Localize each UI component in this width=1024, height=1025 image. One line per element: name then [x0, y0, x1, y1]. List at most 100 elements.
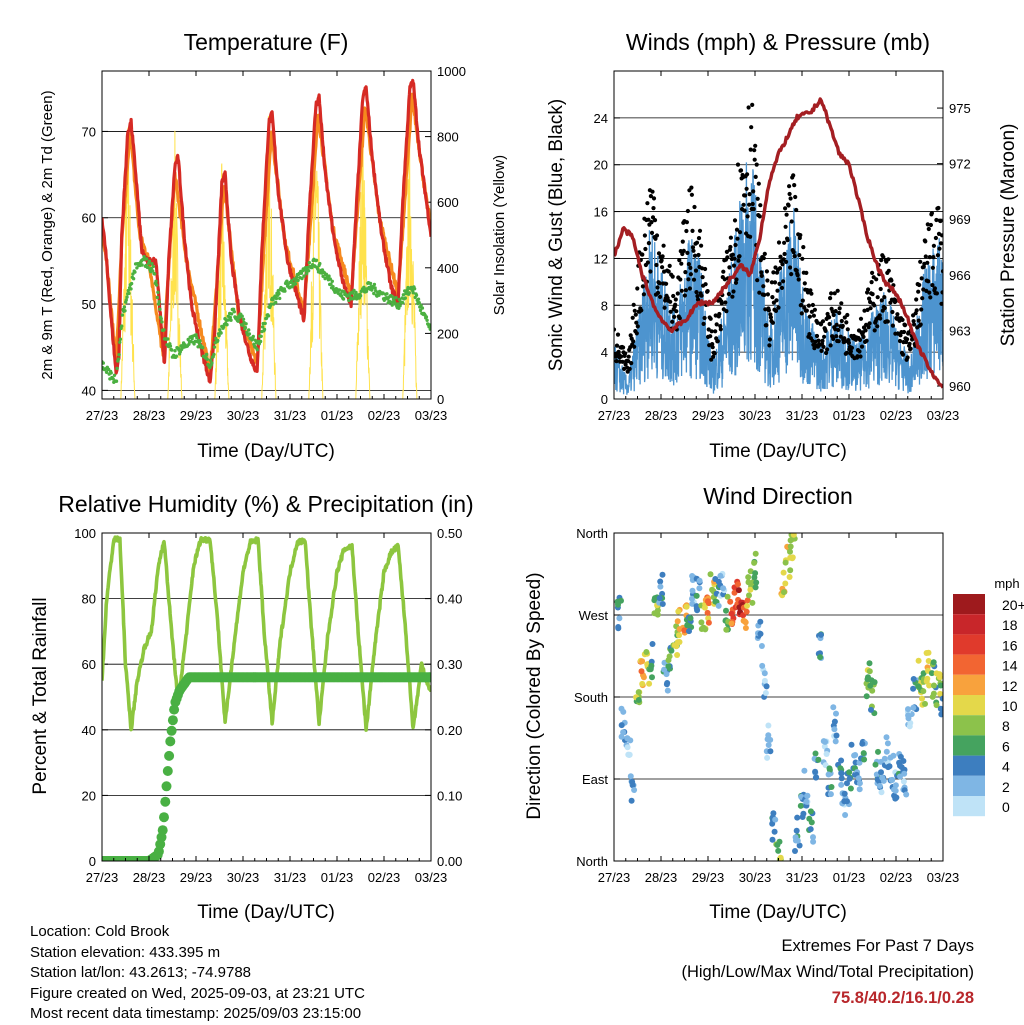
dewpoint-point [262, 327, 267, 332]
direction-point [910, 676, 917, 682]
direction-point [635, 697, 642, 703]
direction-point [752, 550, 759, 557]
gust-point [733, 242, 738, 248]
y-right-tick-label: 400 [437, 261, 459, 276]
gust-point [818, 322, 824, 327]
gust-point [719, 301, 724, 306]
direction-point [629, 778, 636, 785]
dewpoint-point [398, 304, 402, 308]
gust-point [703, 282, 708, 287]
dewpoint-point [260, 325, 265, 329]
gust-point [642, 233, 648, 238]
gust-point [864, 338, 869, 343]
gust-point [675, 291, 680, 296]
direction-point [915, 657, 922, 664]
dewpoint-point [321, 274, 325, 278]
gust-point [747, 192, 752, 197]
gust-point [800, 256, 805, 261]
gust-point [615, 332, 621, 337]
x-tick-label: 02/23 [880, 870, 913, 885]
dewpoint-point [241, 317, 246, 321]
gust-point [752, 148, 757, 153]
gust-point [746, 105, 751, 110]
direction-point [883, 748, 890, 755]
x-tick-label: 03/23 [927, 408, 960, 423]
gust-point [807, 314, 813, 319]
y-tick-label: 70 [82, 124, 96, 139]
gust-point [804, 308, 809, 313]
y-tick-label: 24 [594, 111, 608, 126]
direction-point [848, 741, 855, 748]
gust-point [789, 219, 794, 224]
gust-point [660, 254, 665, 259]
gust-point [692, 204, 697, 210]
dewpoint-point [120, 324, 124, 328]
dewpoint-point [216, 338, 220, 343]
gust-point [802, 281, 807, 286]
direction-point [860, 750, 867, 757]
direction-point [871, 679, 878, 686]
gust-point [927, 255, 932, 260]
legend-swatch [953, 594, 985, 615]
gust-point [690, 228, 695, 233]
gust-point [810, 302, 816, 308]
direction-point [707, 571, 714, 578]
gust-point [895, 312, 900, 317]
y-right-tick-label: 966 [949, 268, 971, 283]
gust-point [905, 337, 910, 342]
gust-point [735, 162, 741, 167]
gust-point [690, 245, 696, 250]
gust-point [654, 233, 660, 238]
y-right-tick-label: 972 [949, 157, 971, 172]
direction-point [812, 750, 819, 757]
gust-point [614, 327, 617, 332]
direction-point [665, 657, 672, 664]
gust-point [927, 290, 932, 295]
dewpoint-point [329, 282, 333, 286]
direction-point [919, 695, 925, 702]
direction-point [659, 601, 666, 607]
dewpoint-point [372, 282, 377, 287]
gust-point [844, 320, 849, 325]
direction-point [822, 738, 829, 745]
gust-point [796, 277, 801, 282]
direction-point [801, 767, 808, 774]
gust-point [926, 226, 931, 232]
gust-point [695, 294, 700, 299]
dewpoint-point [302, 274, 306, 278]
direction-point [689, 587, 696, 594]
direction-point [786, 574, 793, 580]
gust-point [819, 348, 824, 353]
direction-point [668, 647, 675, 654]
x-tick-label: 28/23 [645, 408, 678, 423]
dewpoint-point [295, 275, 299, 279]
precip-point [162, 766, 173, 776]
dewpoint-point [173, 349, 177, 353]
x-tick-label: 02/23 [368, 870, 401, 885]
direction-point [728, 610, 735, 617]
gust-point [857, 349, 862, 354]
direction-point [639, 680, 646, 687]
gust-point [645, 201, 650, 206]
gust-point [725, 255, 730, 260]
recent-timestamp: Most recent data timestamp: 2025/09/03 2… [30, 1005, 362, 1022]
direction-point [759, 662, 766, 669]
gust-point [872, 303, 877, 308]
gust-point [900, 317, 905, 322]
direction-point [639, 658, 646, 665]
gust-point [919, 307, 924, 312]
gust-point [908, 346, 913, 351]
gust-point [784, 259, 789, 264]
gust-point [628, 333, 633, 338]
gust-point [824, 350, 829, 356]
gust-point [646, 217, 651, 222]
gust-point [673, 302, 678, 307]
temperature-series [102, 78, 431, 399]
direction-point [712, 598, 719, 605]
direction-point [922, 700, 928, 707]
legend-label: 20+ [1002, 597, 1024, 613]
gust-point [878, 286, 883, 292]
direction-point [890, 752, 897, 759]
gust-point [685, 250, 690, 255]
